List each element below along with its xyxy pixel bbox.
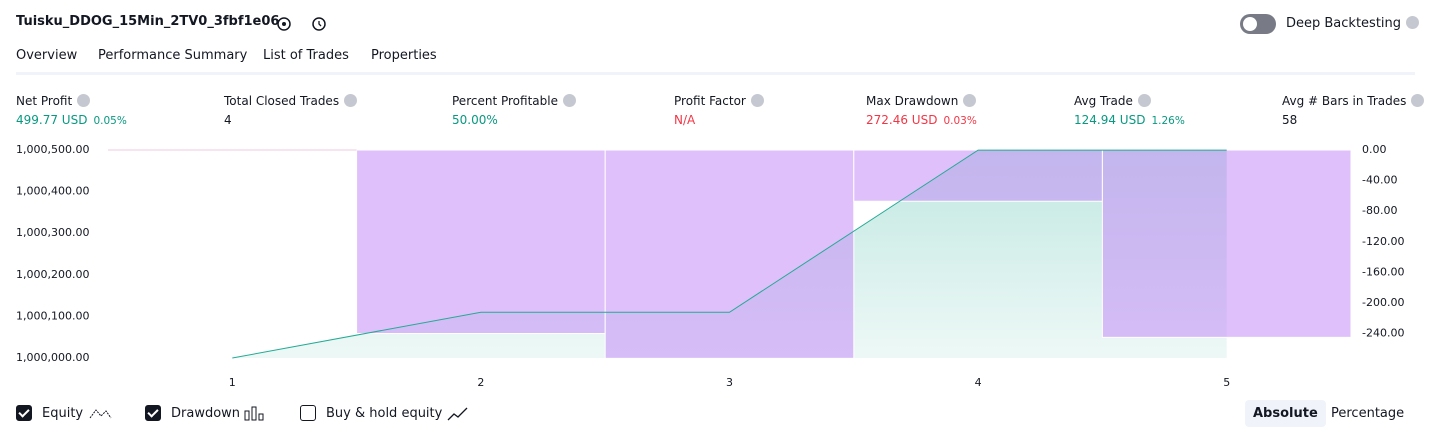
help-icon [963, 94, 977, 107]
equity-area [232, 150, 1227, 358]
help-icon [562, 94, 576, 107]
y2-tick-label: -80.00 [1362, 204, 1397, 217]
checkbox[interactable] [300, 405, 316, 421]
metric-label-text: Avg # Bars in Trades [1282, 94, 1407, 108]
equity-line [232, 149, 1227, 359]
x-tick-label: 3 [726, 376, 733, 389]
metric-label: Percent Profitable [452, 94, 576, 108]
checkbox[interactable] [145, 405, 161, 421]
x-tick-label: 4 [975, 376, 982, 389]
checkbox-label: Buy & hold equity [326, 406, 443, 421]
y2-tick-label: -240.00 [1362, 327, 1404, 340]
drawdown-bar [853, 149, 1103, 202]
legend-icons [89, 406, 468, 421]
y-tick-label: 1,000,000.00 [16, 351, 89, 364]
toggle-label: Deep Backtesting [1286, 16, 1420, 31]
metric-value: 124.94 USD 1.26% [1074, 113, 1185, 127]
x-tick-label: 1 [229, 376, 236, 389]
metric-value: 58 [1282, 113, 1297, 127]
tab-separator [16, 72, 1415, 75]
help-icon [344, 94, 358, 107]
metric-label: Net Profit [16, 94, 91, 108]
metric-value: 50.00% [452, 113, 498, 127]
metric-label-text: Max Drawdown [866, 94, 959, 108]
mode-button[interactable]: Absolute [1245, 400, 1326, 427]
y-tick-label: 1,000,100.00 [16, 309, 89, 322]
help-icon [750, 94, 764, 107]
drawdown-bar [356, 149, 606, 335]
metric-value-text: N/A [674, 113, 696, 127]
title-icons [277, 17, 326, 31]
metric-label-text: Profit Factor [674, 94, 746, 108]
drawdown-bar [604, 149, 855, 359]
metric-label: Avg Trade [1074, 94, 1151, 108]
help-icon [1137, 94, 1151, 107]
metric-value: 499.77 USD 0.05% [16, 113, 127, 127]
metric-value-text: 4 [224, 113, 232, 127]
y2-tick-label: 0.00 [1362, 143, 1387, 156]
metric-label-text: Net Profit [16, 94, 73, 108]
metric-value: N/A [674, 113, 695, 127]
metric-label: Total Closed Trades [224, 94, 358, 108]
y-tick-label: 1,000,400.00 [16, 185, 89, 198]
metric-value-text: 50.00% [452, 113, 498, 127]
y2-tick-label: -120.00 [1362, 235, 1404, 248]
toggle-label-text: Deep Backtesting [1286, 16, 1402, 31]
metric-value: 4 [224, 113, 232, 127]
metric-label: Max Drawdown [866, 94, 977, 108]
metric-percent: 0.03% [943, 115, 977, 127]
y-tick-label: 1,000,200.00 [16, 268, 89, 281]
checkbox-label: Equity [42, 406, 84, 421]
metric-value-text: 58 [1282, 113, 1298, 127]
strategy-title: Tuisku_DDOG_15Min_2TV0_3fbf1e06 [16, 14, 280, 29]
tab[interactable]: List of Trades [263, 48, 349, 63]
metric-percent: 0.05% [93, 115, 127, 127]
metric-value-text: 124.94 USD [1074, 113, 1146, 127]
y-tick-label: 1,000,300.00 [16, 226, 89, 239]
metric-label-text: Total Closed Trades [224, 94, 340, 108]
metric-label: Avg # Bars in Trades [1282, 94, 1425, 108]
metric-label-text: Avg Trade [1074, 94, 1133, 108]
help-icon [77, 94, 91, 107]
x-tick-label: 5 [1223, 376, 1230, 389]
metric-value-text: 272.46 USD [866, 113, 938, 127]
metric-label: Profit Factor [674, 94, 764, 108]
tab[interactable]: Properties [371, 48, 437, 63]
chart: 1,000,500.00 1,000,400.00 1,000,300.00 1,00… [16, 143, 1404, 389]
mode-button[interactable]: Percentage [1331, 406, 1405, 421]
y2-tick-label: -160.00 [1362, 265, 1404, 278]
x-tick-label: 2 [477, 376, 484, 389]
help-icon [1411, 94, 1425, 107]
metric-label-text: Percent Profitable [452, 94, 558, 108]
metric-value: 272.46 USD 0.03% [866, 113, 977, 127]
help-icon[interactable] [1406, 16, 1420, 29]
checkbox[interactable] [16, 405, 32, 421]
deep-backtesting-toggle[interactable] [1240, 14, 1276, 34]
y2-tick-label: -40.00 [1362, 174, 1397, 187]
metric-value-text: 499.77 USD [16, 113, 88, 127]
metric-percent: 1.26% [1151, 115, 1185, 127]
drawdown-bar [1101, 149, 1352, 338]
y2-tick-label: -200.00 [1362, 296, 1404, 309]
checkbox-label: Drawdown [171, 406, 241, 421]
tab[interactable]: Performance Summary [98, 48, 248, 63]
y-tick-label: 1,000,500.00 [16, 143, 89, 156]
